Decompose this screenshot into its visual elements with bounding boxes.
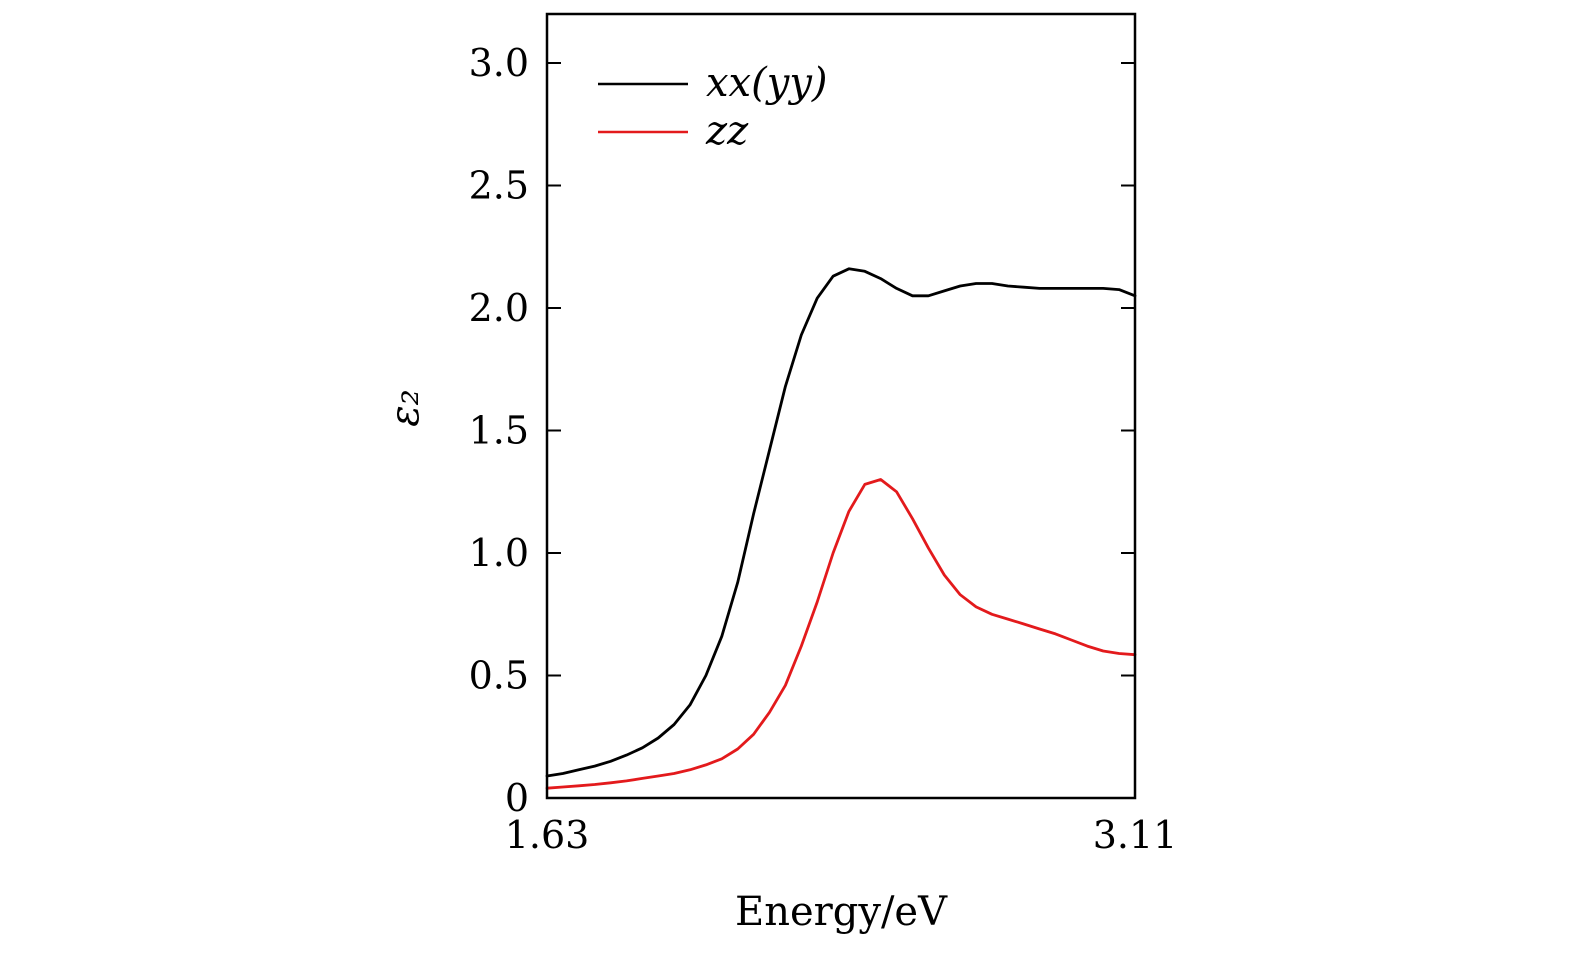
legend-label-xx-yy: xx(yy): [706, 60, 828, 106]
axis-ticks: [547, 62, 1135, 799]
y-tick-label: 1.0: [469, 531, 529, 575]
tick-labels: 0 0.5 1.0 1.5 2.0 2.5 3.0 1.63 3.11: [469, 41, 1178, 857]
y-tick-label: 2.0: [469, 286, 529, 330]
x-tick-label: 1.63: [505, 813, 590, 857]
series-line-xx-yy: [545, 267, 1137, 778]
plot-series: [545, 267, 1137, 790]
y-tick-label: 0.5: [469, 654, 529, 698]
x-tick-label: 3.11: [1093, 813, 1178, 857]
plot-frame: [545, 12, 1137, 800]
y-tick-label: 3.0: [469, 41, 529, 85]
series-line-zz: [545, 478, 1137, 790]
legend: xx(yy) zz: [598, 60, 828, 154]
legend-label-zz: zz: [705, 108, 749, 154]
y-axis-title: ε₂: [382, 389, 428, 427]
y-tick-label: 0: [505, 776, 529, 820]
y-tick-label: 2.5: [469, 164, 529, 208]
y-tick-label: 1.5: [469, 409, 529, 453]
x-axis-title: Energy/eV: [735, 889, 948, 935]
